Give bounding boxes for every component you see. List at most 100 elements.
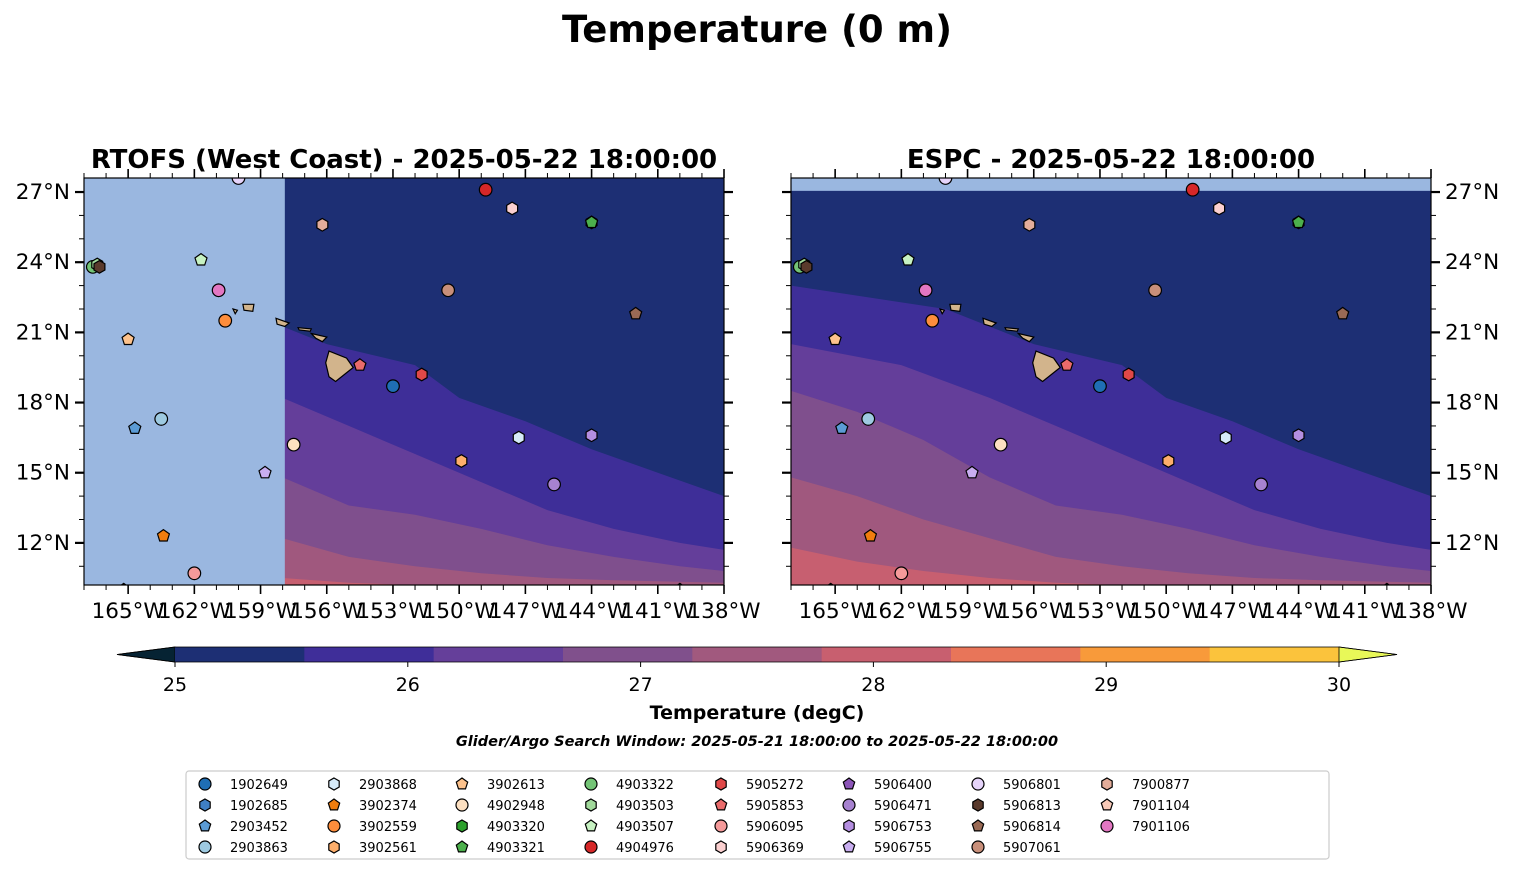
legend-marker-2903452 bbox=[198, 819, 212, 832]
legend-marker-4902948 bbox=[455, 798, 469, 812]
float-marker-5906753 bbox=[1292, 428, 1305, 443]
legend-label-5906801: 5906801 bbox=[1003, 778, 1061, 793]
x-tick-label: 162°W bbox=[158, 599, 231, 624]
float-marker-7901106 bbox=[211, 283, 226, 298]
float-marker-2903452 bbox=[835, 421, 849, 434]
x-tick-label: 141°W bbox=[1328, 599, 1401, 624]
legend-marker-5906369 bbox=[715, 840, 727, 854]
float-marker-5907061 bbox=[1148, 283, 1163, 298]
x-tick-label: 138°W bbox=[687, 599, 760, 624]
legend-label-5906814: 5906814 bbox=[1003, 820, 1061, 835]
float-marker-5906095 bbox=[894, 566, 909, 581]
island-maui bbox=[309, 332, 328, 343]
island-kauai bbox=[949, 303, 962, 312]
legend-label-5906755: 5906755 bbox=[874, 841, 932, 856]
x-tick-label: 159°W bbox=[224, 599, 297, 624]
float-marker-5907061 bbox=[441, 283, 456, 298]
legend-marker-4903503 bbox=[585, 798, 597, 812]
legend-label-3902559: 3902559 bbox=[359, 820, 417, 835]
legend-marker-1902685 bbox=[199, 798, 211, 812]
float-marker-2903863 bbox=[154, 412, 169, 426]
float-marker-7901106 bbox=[918, 283, 933, 298]
colorbar-segment bbox=[563, 647, 693, 662]
island-oahu bbox=[275, 317, 291, 328]
y-tick-label: 18°N bbox=[16, 391, 70, 416]
float-marker-5905272 bbox=[1122, 367, 1135, 382]
x-tick-label: 141°W bbox=[621, 599, 694, 624]
legend-marker-5906813 bbox=[972, 798, 984, 812]
legend-label-7901106: 7901106 bbox=[1132, 820, 1190, 835]
legend-marker-7901104 bbox=[1100, 798, 1114, 811]
legend-marker-5906801 bbox=[971, 777, 985, 791]
float-marker-4902948 bbox=[286, 437, 301, 452]
y-tick-label: 12°N bbox=[1445, 531, 1499, 556]
float-marker-3902613 bbox=[121, 332, 135, 346]
legend-marker-5905272 bbox=[715, 777, 727, 791]
legend-marker-5906755 bbox=[842, 840, 856, 853]
legend-label-2903452: 2903452 bbox=[230, 820, 288, 835]
colorbar-extend-high bbox=[1338, 646, 1398, 663]
legend-marker-5905853 bbox=[714, 798, 728, 811]
island-maui bbox=[1016, 332, 1035, 343]
x-tick-label: 162°W bbox=[865, 599, 938, 624]
legend-label-4902948: 4902948 bbox=[487, 799, 545, 814]
y-tick-label: 27°N bbox=[16, 180, 70, 205]
legend-marker-5906095 bbox=[714, 819, 728, 833]
legend-marker-4903321 bbox=[455, 840, 469, 853]
legend-label-4903321: 4903321 bbox=[487, 841, 545, 856]
legend-marker-5906471 bbox=[842, 798, 856, 812]
search-window-text: Glider/Argo Search Window: 2025-05-21 18… bbox=[456, 734, 1058, 750]
colorbar-segment bbox=[304, 647, 435, 662]
legend-label-3902613: 3902613 bbox=[487, 778, 545, 793]
legend-label-5906369: 5906369 bbox=[746, 841, 804, 856]
legend-label-1902685: 1902685 bbox=[230, 799, 288, 814]
float-marker-5906753 bbox=[585, 428, 598, 443]
float-marker-4903507 bbox=[194, 252, 208, 266]
x-tick-label: 165°W bbox=[799, 599, 872, 624]
figure-title: Temperature (0 m) bbox=[562, 8, 952, 51]
float-marker-2903863 bbox=[861, 412, 876, 426]
legend-marker-3902374 bbox=[327, 798, 341, 811]
float-marker-5905272 bbox=[415, 367, 428, 382]
legend-label-1902649: 1902649 bbox=[230, 778, 288, 793]
legend-label-5907061: 5907061 bbox=[1003, 841, 1061, 856]
legend-label-4903322: 4903322 bbox=[616, 778, 674, 793]
legend: 1902649 1902685 2903452 2903863 2903868 39023… bbox=[185, 770, 1330, 860]
float-marker-4904976 bbox=[478, 182, 493, 197]
legend-label-7900877: 7900877 bbox=[1132, 778, 1190, 793]
float-marker-2903868 bbox=[512, 430, 525, 445]
legend-label-5905853: 5905853 bbox=[746, 799, 804, 814]
colorbar-tick-label: 29 bbox=[1094, 674, 1118, 696]
map-area-espc bbox=[791, 178, 1431, 585]
x-tick-label: 153°W bbox=[356, 599, 429, 624]
sst-band-5 bbox=[791, 547, 1122, 585]
island-oahu bbox=[982, 317, 998, 328]
x-tick-label: 165°W bbox=[92, 599, 165, 624]
legend-label-2903868: 2903868 bbox=[359, 778, 417, 793]
float-marker-5906471 bbox=[1254, 477, 1268, 492]
y-tick-label: 12°N bbox=[16, 531, 70, 556]
colorbar-segment bbox=[951, 647, 1081, 662]
legend-marker-4904976 bbox=[584, 840, 598, 854]
legend-label-5906095: 5906095 bbox=[746, 820, 804, 835]
y-tick-label: 24°N bbox=[16, 250, 70, 275]
legend-marker-7901106 bbox=[1100, 819, 1114, 833]
legend-marker-5906753 bbox=[843, 819, 855, 833]
island-niihau bbox=[938, 308, 946, 315]
legend-marker-5907061 bbox=[971, 840, 985, 854]
colorbar-tick-label: 26 bbox=[396, 674, 420, 696]
float-marker-3902374 bbox=[863, 528, 878, 542]
colorbar-segment bbox=[692, 647, 823, 662]
float-marker-5906369 bbox=[1213, 201, 1226, 216]
float-marker-5906813 bbox=[800, 259, 813, 274]
island-molokai bbox=[297, 327, 313, 332]
y-tick-label: 21°N bbox=[16, 320, 70, 345]
float-marker-5906095 bbox=[187, 566, 202, 581]
colorbar-segment bbox=[1080, 647, 1211, 662]
x-tick-label: 153°W bbox=[1063, 599, 1136, 624]
x-tick-label: 138°W bbox=[1394, 599, 1467, 624]
legend-marker-2903868 bbox=[328, 777, 340, 791]
float-marker-2903868 bbox=[1219, 430, 1232, 445]
colorbar-extend-low bbox=[116, 646, 176, 663]
